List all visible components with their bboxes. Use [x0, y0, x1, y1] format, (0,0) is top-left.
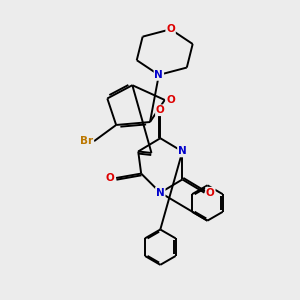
Text: N: N	[156, 188, 165, 198]
Text: O: O	[166, 24, 175, 34]
Text: O: O	[105, 173, 114, 183]
Text: O: O	[156, 105, 165, 115]
Text: O: O	[206, 188, 215, 198]
Text: O: O	[166, 95, 175, 105]
Text: N: N	[178, 146, 187, 157]
Text: Br: Br	[80, 136, 93, 146]
Text: N: N	[154, 70, 163, 80]
